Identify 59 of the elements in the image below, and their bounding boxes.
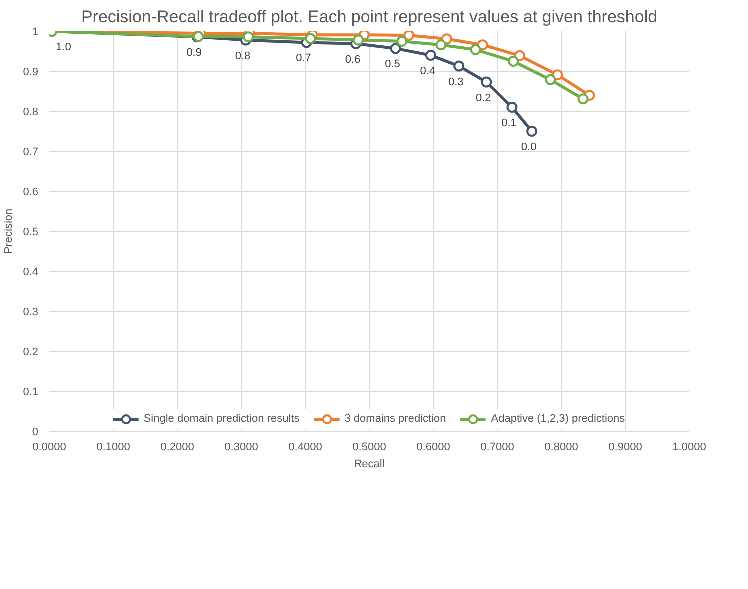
annotation: 1.0 xyxy=(56,42,72,54)
point xyxy=(552,70,564,81)
y-tick-label: 0 xyxy=(32,426,39,438)
x-tick-label: 0.8000 xyxy=(544,442,578,454)
point xyxy=(470,44,482,56)
point xyxy=(578,94,589,105)
y-tick-label: 0.1 xyxy=(23,386,39,398)
point xyxy=(353,34,364,46)
point xyxy=(390,43,402,54)
y-tick-label: 0.4 xyxy=(23,266,39,278)
y-tick-label: 0.2 xyxy=(23,346,39,358)
annotation: 0.2 xyxy=(476,92,492,104)
y-tick-label: 0.6 xyxy=(23,186,39,198)
point xyxy=(508,56,519,67)
annotation: 0.8 xyxy=(235,50,251,62)
legend-label: Single domain prediction results xyxy=(144,413,300,425)
y-tick-label: 0.5 xyxy=(23,226,39,238)
point xyxy=(477,40,488,51)
point xyxy=(436,40,447,51)
x-tick-label: 0.6000 xyxy=(416,442,450,454)
y-tick-label: 0.3 xyxy=(23,306,39,318)
x-tick-label: 0.9000 xyxy=(608,442,642,454)
y-tick-label: 0.8 xyxy=(23,106,39,118)
point xyxy=(243,32,254,43)
x-tick-label: 0.4000 xyxy=(288,442,322,454)
annotation: 0.6 xyxy=(345,54,361,66)
chart-title: Precision-Recall tradeoff plot. Each point represent values at given threshold xyxy=(81,8,658,26)
x-tick-label: 0.7000 xyxy=(480,442,514,454)
annotation: 0.9 xyxy=(186,47,202,60)
point xyxy=(481,76,492,88)
annotation: 0.7 xyxy=(296,52,312,65)
x-tick-label: 0.2000 xyxy=(160,442,194,454)
annotation: 0.1 xyxy=(502,118,517,130)
point xyxy=(454,60,465,72)
annotation: 0.5 xyxy=(385,58,400,71)
point xyxy=(514,50,526,62)
point xyxy=(441,34,452,45)
point xyxy=(545,74,556,86)
x-tick-label: 0.1000 xyxy=(96,442,130,454)
point xyxy=(506,102,518,113)
y-tick-label: 1 xyxy=(32,26,39,38)
y-axis-title: Precision xyxy=(3,208,16,254)
annotation: 0.4 xyxy=(420,66,436,78)
point xyxy=(425,50,436,61)
x-tick-label: 0.5000 xyxy=(352,442,386,454)
y-tick-label: 0.7 xyxy=(23,146,39,158)
x-tick-label: 0.0000 xyxy=(32,442,66,454)
point xyxy=(396,36,408,47)
point xyxy=(404,32,415,41)
x-tick-label: 1.0000 xyxy=(672,442,706,454)
annotation: 0.0 xyxy=(521,142,537,154)
x-tick-label: 0.3000 xyxy=(224,442,258,454)
point xyxy=(305,33,316,44)
y-tick-label: 0.9 xyxy=(23,66,39,78)
point xyxy=(526,126,538,137)
legend-label: Adaptive (1,2,3) predictions xyxy=(491,413,626,425)
x-axis-title: Recall xyxy=(354,458,385,470)
legend-label: 3 domains prediction xyxy=(344,413,446,425)
annotation: 0.3 xyxy=(448,76,464,88)
